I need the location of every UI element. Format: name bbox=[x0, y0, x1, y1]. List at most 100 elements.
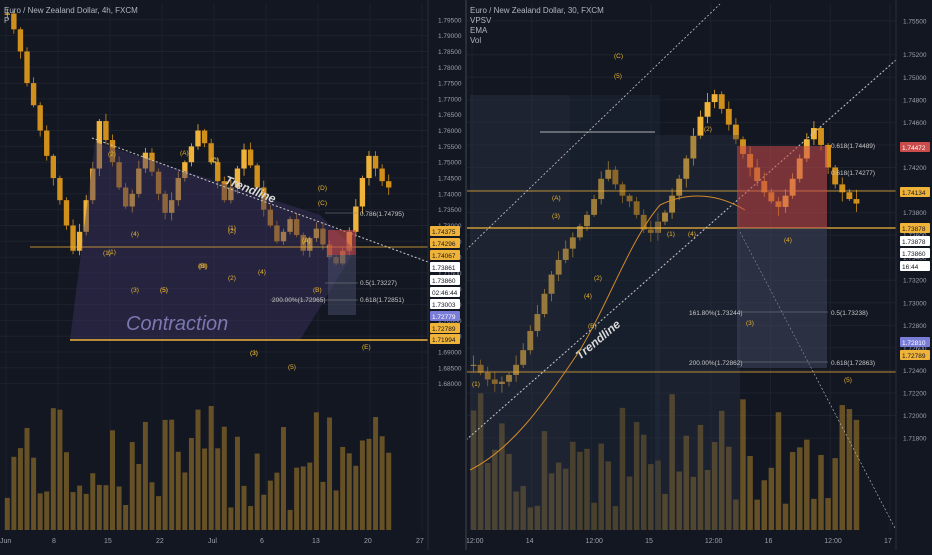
left-candle-body bbox=[287, 219, 293, 232]
left-volume-bar bbox=[169, 419, 175, 530]
left-volume-bar bbox=[320, 481, 326, 530]
left-candle-body bbox=[359, 178, 366, 207]
right-candle-body bbox=[647, 229, 654, 233]
right-wave-label: (1) bbox=[667, 231, 675, 238]
left-y-tick-label: 1.74500 bbox=[438, 176, 462, 183]
left-candle-body bbox=[228, 187, 234, 201]
right-candle-body bbox=[470, 364, 477, 366]
left-volume-bar bbox=[379, 436, 385, 530]
right-price-badge bbox=[900, 187, 930, 197]
left-volume-bar bbox=[182, 472, 188, 530]
left-volume-bar bbox=[4, 497, 10, 530]
right-wave-label: (4) bbox=[584, 293, 592, 300]
left-price-badge-text: 1.73860 bbox=[432, 278, 456, 285]
right-wave-label: (A) bbox=[552, 195, 561, 202]
right-candle-body bbox=[491, 379, 498, 384]
right-volume-bar bbox=[690, 476, 697, 530]
left-price-badge bbox=[430, 334, 460, 344]
right-candle-body bbox=[555, 259, 562, 275]
right-volume-bar bbox=[577, 451, 583, 530]
left-y-tick-label: 1.74000 bbox=[438, 191, 462, 198]
left-volume-bar bbox=[274, 472, 280, 530]
right-volume-bar bbox=[548, 473, 555, 530]
right-candle-body bbox=[520, 350, 527, 365]
left-fib-0618: 0.618(1.72851) bbox=[360, 297, 404, 304]
left-x-tick-label: 13 bbox=[312, 538, 320, 545]
left-x-tick-label: 22 bbox=[156, 538, 164, 545]
left-y-tick-label: 1.75500 bbox=[438, 144, 462, 151]
left-candle-body bbox=[50, 155, 57, 179]
left-volume-bar bbox=[77, 485, 83, 530]
right-candle-body bbox=[725, 108, 732, 125]
left-indicator-label: P bbox=[4, 16, 10, 25]
left-stop-zone bbox=[328, 255, 356, 315]
left-wave-label: (1) bbox=[108, 249, 116, 256]
right-wave-label: (5) bbox=[614, 73, 622, 80]
left-panel-header: Euro / New Zealand Dollar, 4h, FXCM P bbox=[4, 6, 138, 26]
left-candle-body bbox=[63, 200, 70, 226]
left-y-tick-label: 1.69000 bbox=[438, 350, 462, 357]
left-volume-bar bbox=[195, 409, 201, 530]
right-volume-bar bbox=[804, 439, 810, 530]
right-x-tick-label: 14 bbox=[526, 538, 534, 545]
left-wave-label: (2) bbox=[108, 151, 116, 158]
right-candle-body bbox=[612, 169, 619, 185]
right-volume-bar bbox=[513, 491, 519, 530]
left-volume-bar bbox=[96, 484, 102, 530]
left-volume-bar bbox=[327, 417, 333, 530]
left-volume-bar bbox=[333, 490, 339, 530]
left-candle-body bbox=[208, 143, 214, 163]
right-wave-label: (1) bbox=[472, 381, 480, 388]
left-candle-body bbox=[366, 155, 372, 179]
right-candle-body bbox=[584, 214, 590, 227]
right-volume-bar bbox=[726, 446, 732, 530]
right-volume-bar bbox=[669, 394, 675, 530]
right-candle-body bbox=[853, 199, 860, 204]
left-candle-body bbox=[353, 206, 359, 232]
left-target-zone bbox=[328, 230, 356, 255]
right-volume-bar bbox=[676, 471, 682, 530]
left-candle-body bbox=[57, 178, 63, 201]
left-candle-body bbox=[386, 181, 392, 188]
left-price-badge-text: 1.74375 bbox=[432, 229, 456, 236]
right-indicator-vpsv: VPSV bbox=[470, 16, 492, 25]
left-wave-label: (E) bbox=[362, 344, 371, 351]
left-candle-body bbox=[188, 146, 195, 163]
left-volume-bar bbox=[110, 430, 115, 530]
left-candle-body bbox=[215, 162, 221, 182]
left-wave-label: (C) bbox=[210, 158, 219, 165]
right-volume-bar bbox=[846, 409, 853, 530]
right-candle-body bbox=[591, 199, 598, 215]
left-candle-body bbox=[261, 187, 267, 210]
left-price-badge-text: 1.72789 bbox=[432, 326, 456, 333]
right-volume-bar bbox=[655, 460, 661, 530]
left-wave-label: (C) bbox=[210, 157, 219, 164]
left-volume-bar bbox=[267, 480, 273, 530]
right-volume-bar bbox=[477, 393, 484, 530]
right-wave-label: (C) bbox=[614, 53, 623, 60]
left-volume-bar bbox=[50, 408, 56, 530]
left-candle-body bbox=[175, 178, 181, 201]
left-candle-body bbox=[37, 105, 43, 131]
right-y-tick-label: 1.73800 bbox=[903, 210, 927, 217]
right-candle-body bbox=[690, 135, 697, 159]
right-candle-body bbox=[732, 124, 739, 140]
right-wave-label: (B) bbox=[588, 323, 597, 330]
left-volume-bar bbox=[221, 426, 227, 530]
left-price-badge-text: 1.73003 bbox=[432, 302, 456, 309]
right-candle-body bbox=[810, 128, 817, 140]
left-volume-bar bbox=[294, 467, 300, 530]
right-indicator-ema: EMA bbox=[470, 26, 488, 35]
left-candle-body bbox=[149, 152, 155, 172]
left-candle-body bbox=[136, 168, 142, 194]
left-price-badge bbox=[430, 262, 460, 272]
left-volume-bar bbox=[175, 451, 181, 530]
right-x-tick-label: 12:00 bbox=[466, 538, 484, 545]
left-volume-bar bbox=[123, 504, 129, 530]
right-wave-label: (5) bbox=[844, 377, 852, 384]
right-price-badge-text: 1.73860 bbox=[902, 251, 926, 258]
right-volume-bar bbox=[562, 468, 569, 530]
right-volume-bar bbox=[527, 507, 534, 530]
left-price-badge bbox=[430, 311, 460, 321]
